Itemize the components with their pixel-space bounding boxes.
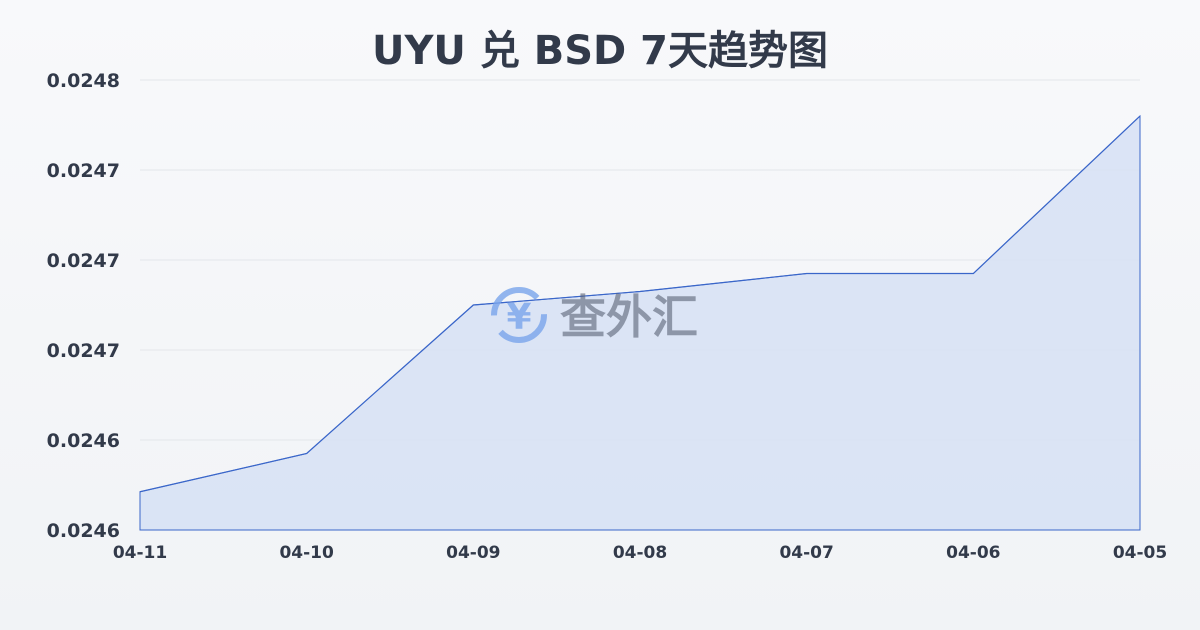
y-tick-label: 0.0247 — [47, 340, 120, 362]
data-point — [306, 453, 308, 454]
chart-title: UYU 兑 BSD 7天趋势图 — [371, 28, 829, 74]
y-tick-label: 0.0247 — [47, 250, 120, 272]
x-tick-label: 04-10 — [279, 543, 334, 563]
data-point — [806, 273, 808, 274]
watermark: ¥ 查外汇 — [491, 287, 698, 344]
data-point — [1139, 115, 1141, 117]
y-axis: 0.0246 0.0246 0.0247 0.0247 0.0247 0.0248 — [47, 70, 120, 542]
svg-text:¥: ¥ — [506, 297, 531, 338]
x-tick-label: 04-08 — [613, 543, 667, 563]
x-tick-label: 04-06 — [946, 543, 1000, 563]
y-tick-label: 0.0246 — [47, 520, 120, 542]
x-tick-label: 04-09 — [446, 543, 500, 563]
x-tick-label: 04-11 — [113, 543, 167, 563]
area-series — [139, 114, 1141, 531]
data-point — [472, 304, 474, 306]
x-tick-label: 04-07 — [779, 543, 833, 563]
y-tick-label: 0.0247 — [47, 160, 120, 182]
data-point — [639, 291, 641, 292]
yen-exchange-icon: ¥ — [491, 287, 547, 343]
data-point — [139, 491, 141, 493]
data-point — [972, 273, 974, 274]
x-axis: 04-11 04-10 04-09 04-08 04-07 04-06 04-05 — [113, 543, 1167, 563]
y-tick-label: 0.0246 — [47, 430, 120, 452]
x-tick-label: 04-05 — [1113, 543, 1167, 563]
y-tick-label: 0.0248 — [47, 70, 120, 92]
watermark-text: 查外汇 — [560, 290, 698, 344]
